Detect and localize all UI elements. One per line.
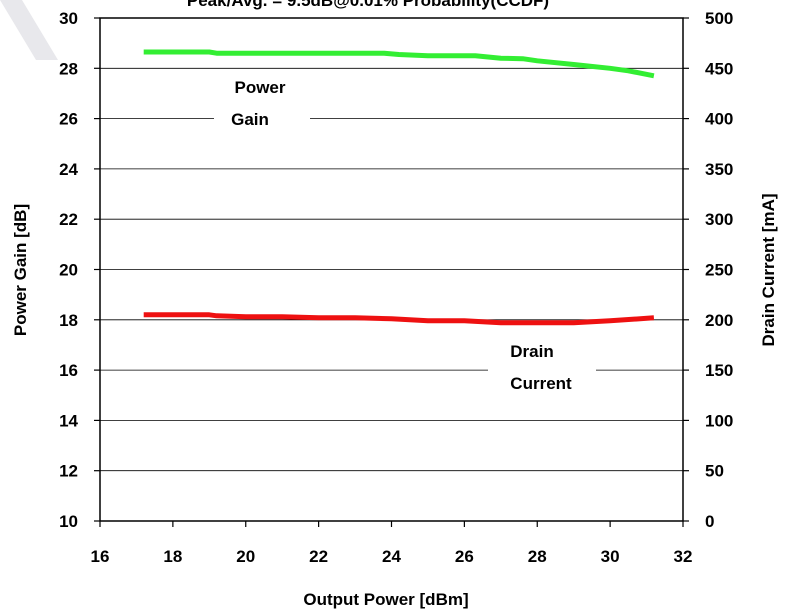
y2-tick-label: 250 <box>705 261 733 280</box>
x-tick-label: 22 <box>309 547 328 566</box>
x-tick-label: 32 <box>674 547 693 566</box>
power-gain-label-bg <box>214 70 310 136</box>
drain-current-label-line1: Drain <box>510 342 553 361</box>
y2-tick-labels: 0 50 100 150 200 250 300 350 400 450 500 <box>705 9 733 531</box>
x-tick-label: 24 <box>382 547 401 566</box>
y-tick-label: 30 <box>59 9 78 28</box>
y-tick-label: 22 <box>59 210 78 229</box>
y2-tick-label: 150 <box>705 361 733 380</box>
y-tick-label: 16 <box>59 361 78 380</box>
y-axis-label: Power Gain [dB] <box>11 204 30 336</box>
x-tick-label: 28 <box>528 547 547 566</box>
x-tick-label: 16 <box>91 547 110 566</box>
y-tick-label: 14 <box>59 411 78 430</box>
y2-axis-label: Drain Current [mA] <box>759 193 778 346</box>
y-tick-label: 26 <box>59 110 78 129</box>
x-axis-label: Output Power [dBm] <box>303 590 468 609</box>
tick-marks <box>94 17 689 527</box>
y-tick-label: 20 <box>59 261 78 280</box>
y-tick-label: 24 <box>59 160 78 179</box>
drain-current-label-bg <box>488 334 596 404</box>
y2-tick-label: 100 <box>705 411 733 430</box>
x-tick-label: 18 <box>163 547 182 566</box>
y-tick-label: 10 <box>59 512 78 531</box>
series-lines <box>143 49 655 326</box>
y-tick-label: 12 <box>59 462 78 481</box>
x-tick-label: 26 <box>455 547 474 566</box>
series-line-power-gain <box>143 49 655 79</box>
x-tick-labels: 16 18 20 22 24 26 28 30 32 <box>91 547 693 566</box>
y2-tick-label: 500 <box>705 9 733 28</box>
y2-tick-label: 350 <box>705 160 733 179</box>
y-tick-label: 28 <box>59 59 78 78</box>
power-gain-label-line1: Power <box>234 78 285 97</box>
corner-watermark <box>0 0 58 60</box>
drain-current-label-line2: Current <box>510 374 572 393</box>
y2-tick-label: 0 <box>705 512 714 531</box>
y2-tick-label: 200 <box>705 311 733 330</box>
y2-tick-label: 300 <box>705 210 733 229</box>
x-tick-label: 30 <box>601 547 620 566</box>
y-tick-label: 18 <box>59 311 78 330</box>
y-tick-labels: 10 12 14 16 18 20 22 24 26 28 30 <box>59 9 78 531</box>
y2-tick-label: 50 <box>705 462 724 481</box>
grid <box>100 67 683 472</box>
x-tick-label: 20 <box>236 547 255 566</box>
power-gain-label-line2: Gain <box>231 110 269 129</box>
y2-tick-label: 450 <box>705 59 733 78</box>
y2-tick-label: 400 <box>705 110 733 129</box>
series-line-drain-current <box>143 312 655 326</box>
chart-title: Peak/Avg. = 9.5dB@0.01% Probability(CCDF… <box>187 0 549 10</box>
